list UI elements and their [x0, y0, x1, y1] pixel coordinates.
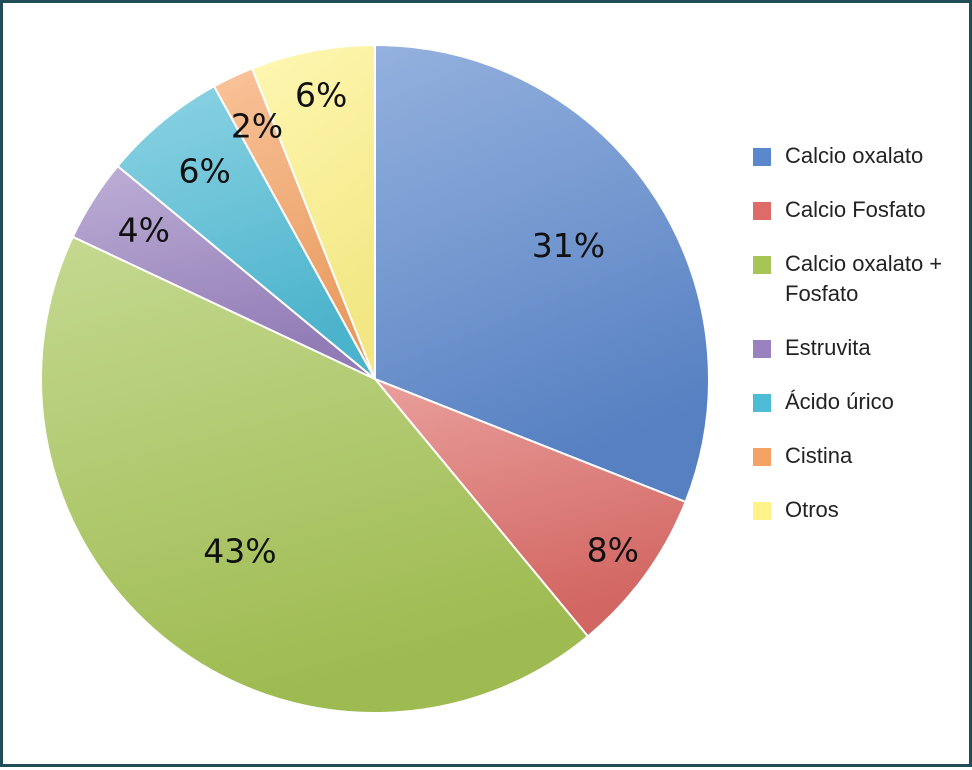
- legend-label-1: Calcio oxalato: [785, 143, 924, 168]
- legend-item-7: Otros: [753, 495, 968, 525]
- legend-label-6: Cistina: [785, 443, 853, 468]
- pie-slice-label-3: 43%: [203, 532, 276, 571]
- legend-swatch-2: [753, 202, 771, 220]
- pie-slice-label-6: 2%: [231, 107, 283, 146]
- legend-swatch-5: [753, 394, 771, 412]
- pie-slice-3: [40, 235, 590, 714]
- legend-item-1: Calcio oxalato: [753, 141, 968, 171]
- legend-label-4: Estruvita: [785, 335, 871, 360]
- legend-swatch-4: [753, 340, 771, 358]
- pie-slice-1: [374, 43, 710, 504]
- pie-slice-label-4: 4%: [118, 211, 170, 250]
- legend-label-5: Ácido úrico: [785, 389, 894, 414]
- legend: Calcio oxalato Calcio Fosfato Calcio oxala…: [753, 141, 968, 549]
- pie-slice-7: [250, 43, 376, 380]
- legend-label-2: Calcio Fosfato: [785, 197, 926, 222]
- pie-slice-label-2: 8%: [587, 530, 639, 569]
- legend-label-3: Calcio oxalato + Fosfato: [785, 251, 943, 306]
- pie-slices: [40, 43, 710, 714]
- pie-chart: 31%8%43%4%6%2%6%: [40, 43, 710, 714]
- legend-item-2: Calcio Fosfato: [753, 195, 968, 225]
- legend-label-7: Otros: [785, 497, 839, 522]
- legend-swatch-6: [753, 448, 771, 466]
- legend-swatch-7: [753, 502, 771, 520]
- pie-labels: 31%8%43%4%6%2%6%: [118, 75, 639, 570]
- legend-item-4: Estruvita: [753, 333, 968, 363]
- legend-swatch-3: [753, 256, 771, 274]
- legend-item-3: Calcio oxalato + Fosfato: [753, 249, 968, 309]
- pie-slice-2: [374, 378, 687, 638]
- pie-slice-5: [116, 84, 376, 380]
- legend-swatch-1: [753, 148, 771, 166]
- pie-slice-label-1: 31%: [532, 226, 605, 265]
- legend-item-5: Ácido úrico: [753, 387, 968, 417]
- pie-slice-label-5: 6%: [179, 152, 231, 191]
- legend-item-6: Cistina: [753, 441, 968, 471]
- pie-slice-label-7: 6%: [295, 75, 347, 114]
